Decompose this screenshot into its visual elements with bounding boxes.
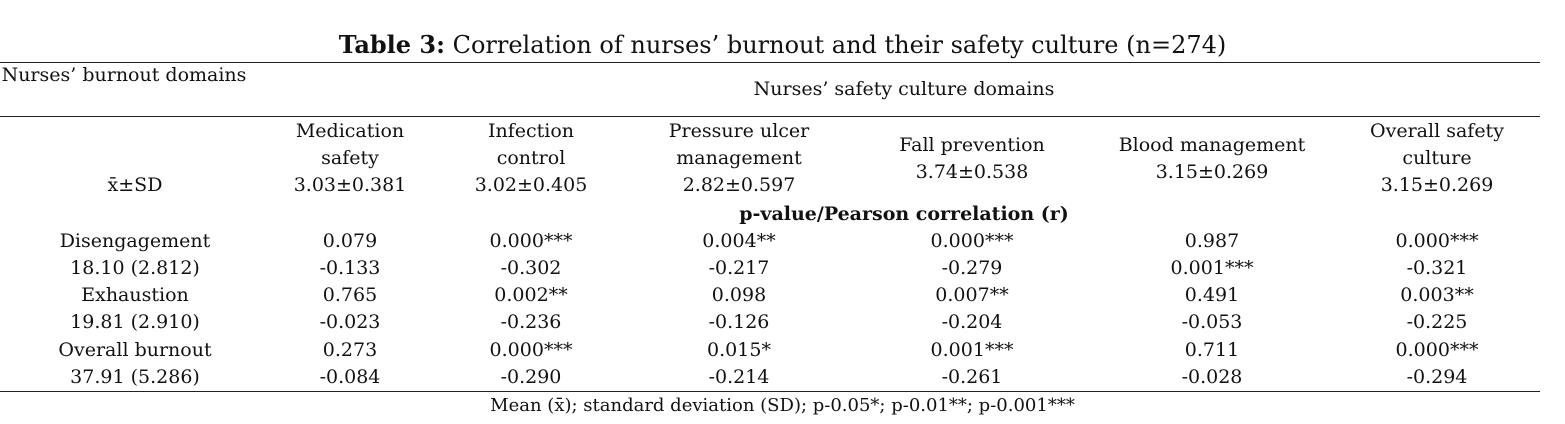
p-value-cell: 0.079 (322, 230, 378, 252)
column-header-2: Infection control (487, 120, 575, 169)
p-value-cell: 0.015* (707, 339, 771, 361)
correlation-cell: -0.290 (500, 366, 562, 388)
correlation-cell: -0.133 (319, 257, 381, 279)
row-label: Overall burnout (58, 339, 212, 361)
p-value-cell: 0.098 (711, 284, 767, 306)
correlation-cell: -0.225 (1406, 311, 1468, 333)
mean-sd-label: x̄±SD (107, 174, 163, 196)
correlation-cell: -0.302 (500, 257, 562, 279)
header-rule (0, 116, 1540, 117)
correlation-cell: -0.214 (708, 366, 770, 388)
p-value-cell: 0.000*** (1395, 339, 1479, 361)
p-value-cell: 0.273 (322, 339, 378, 361)
row-stat: 19.81 (2.910) (70, 311, 200, 333)
p-value-cell: 0.000*** (489, 339, 573, 361)
column-stat-2: 3.02±0.405 (474, 174, 588, 196)
column-stat-1: 3.03±0.381 (293, 174, 407, 196)
column-header-5: Blood management (1118, 134, 1306, 156)
pvalue-correlation-header: p-value/Pearson correlation (r) (739, 203, 1069, 225)
row-stat: 37.91 (5.286) (70, 366, 200, 388)
row-label: Exhaustion (81, 284, 189, 306)
correlation-cell: -0.084 (319, 366, 381, 388)
p-value-cell: 0.007** (935, 284, 1009, 306)
correlation-cell: -0.261 (941, 366, 1003, 388)
correlation-cell: -0.279 (941, 257, 1003, 279)
p-value-cell: 0.004** (702, 230, 776, 252)
column-header-4: Fall prevention (899, 134, 1045, 156)
column-stat-5: 3.15±0.269 (1155, 161, 1269, 183)
p-value-cell: 0.987 (1184, 230, 1240, 252)
correlation-cell: -0.028 (1181, 366, 1243, 388)
correlation-cell: -0.236 (500, 311, 562, 333)
top-rule (0, 62, 1540, 63)
column-header-3: Pressure ulcer management (668, 120, 810, 169)
p-value-cell: 0.491 (1184, 284, 1240, 306)
correlation-cell: -0.294 (1406, 366, 1468, 388)
safety-domains-header: Nurses’ safety culture domains (753, 78, 1055, 100)
p-value-cell: 0.002** (494, 284, 568, 306)
column-stat-4: 3.74±0.538 (915, 161, 1029, 183)
correlation-cell: -0.023 (319, 311, 381, 333)
row-label: Disengagement (59, 230, 211, 252)
p-value-cell: 0.000*** (489, 230, 573, 252)
correlation-cell: 0.001*** (1170, 257, 1254, 279)
column-stat-3: 2.82±0.597 (682, 174, 796, 196)
correlation-cell: -0.321 (1406, 257, 1468, 279)
p-value-cell: 0.000*** (1395, 230, 1479, 252)
row-stat: 18.10 (2.812) (70, 257, 200, 279)
p-value-cell: 0.000*** (930, 230, 1014, 252)
column-header-6: Overall safety culture (1370, 120, 1504, 169)
correlation-cell: -0.217 (708, 257, 770, 279)
table-footnote: Mean (x̄); standard deviation (SD); p-0.… (490, 395, 1075, 416)
column-header-1: Medication safety (295, 120, 405, 169)
p-value-cell: 0.003** (1400, 284, 1474, 306)
table-title: Table 3: Correlation of nurses’ burnout … (0, 28, 1565, 62)
bottom-rule (0, 391, 1540, 392)
correlation-cell: -0.126 (708, 311, 770, 333)
p-value-cell: 0.765 (322, 284, 378, 306)
burnout-domains-header: Nurses’ burnout domains (1, 64, 247, 86)
correlation-cell: -0.204 (941, 311, 1003, 333)
table-title-number: Table 3: (338, 30, 445, 59)
column-stat-6: 3.15±0.269 (1380, 174, 1494, 196)
table-title-text: Correlation of nurses’ burnout and their… (444, 31, 1227, 59)
p-value-cell: 0.711 (1184, 339, 1240, 361)
correlation-cell: -0.053 (1181, 311, 1243, 333)
p-value-cell: 0.001*** (930, 339, 1014, 361)
